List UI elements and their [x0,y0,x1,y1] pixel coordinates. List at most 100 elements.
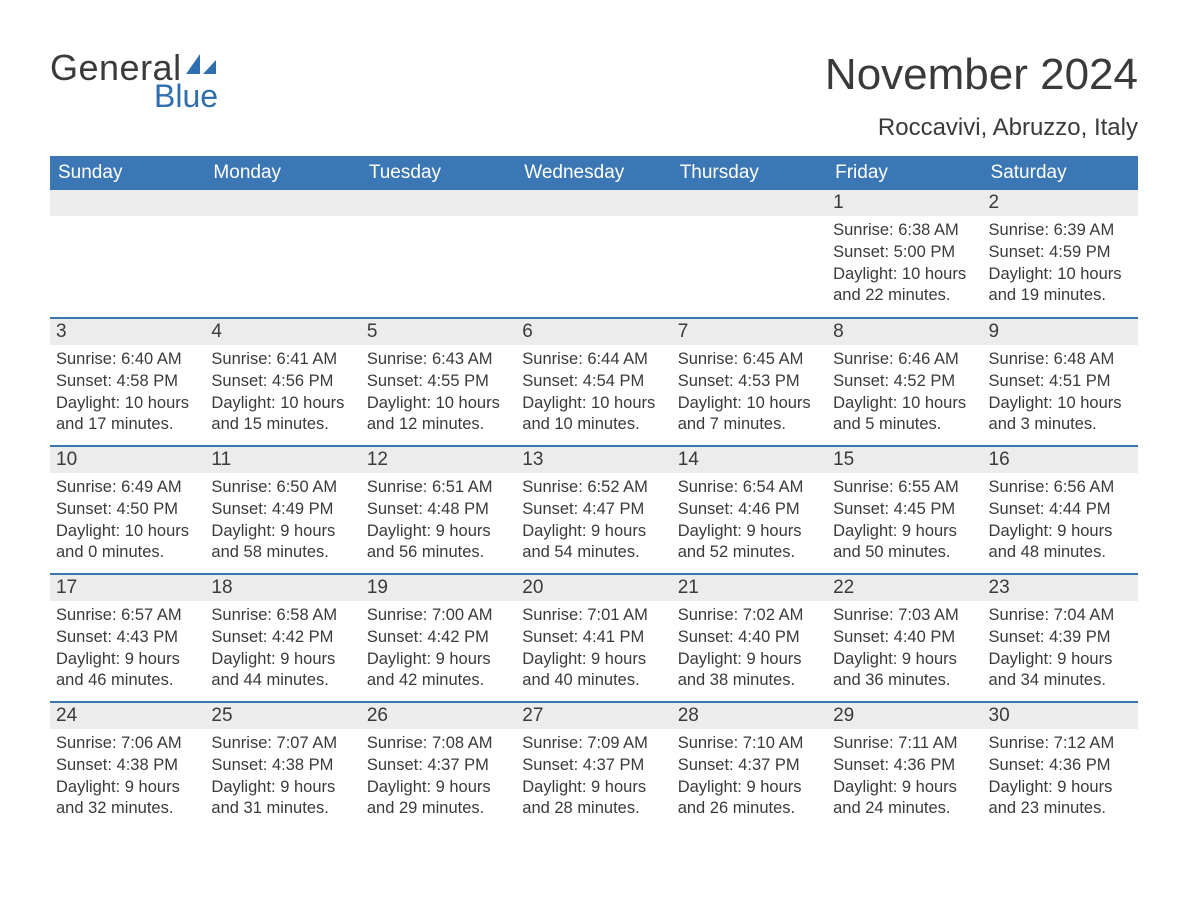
calendar-day-cell: 1Sunrise: 6:38 AMSunset: 5:00 PMDaylight… [827,190,982,318]
daylight-line1: Daylight: 9 hours [367,777,510,799]
sunset-text: Sunset: 4:37 PM [367,755,510,777]
calendar-day-cell: 10Sunrise: 6:49 AMSunset: 4:50 PMDayligh… [50,446,205,574]
day-details: Sunrise: 7:08 AMSunset: 4:37 PMDaylight:… [361,729,516,826]
sunrise-text: Sunrise: 7:06 AM [56,733,199,755]
calendar-week-row: 3Sunrise: 6:40 AMSunset: 4:58 PMDaylight… [50,318,1138,446]
day-number: 4 [205,319,360,345]
day-details: Sunrise: 6:56 AMSunset: 4:44 PMDaylight:… [983,473,1138,570]
day-details: Sunrise: 6:40 AMSunset: 4:58 PMDaylight:… [50,345,205,442]
sunset-text: Sunset: 4:49 PM [211,499,354,521]
day-details: Sunrise: 7:06 AMSunset: 4:38 PMDaylight:… [50,729,205,826]
day-number: 11 [205,447,360,473]
day-details: Sunrise: 6:54 AMSunset: 4:46 PMDaylight:… [672,473,827,570]
calendar-day-cell [361,190,516,318]
sunrise-text: Sunrise: 7:08 AM [367,733,510,755]
sunrise-text: Sunrise: 6:39 AM [989,220,1132,242]
daylight-line1: Daylight: 9 hours [367,521,510,543]
day-number: 1 [827,190,982,216]
day-number: 6 [516,319,671,345]
day-number: 9 [983,319,1138,345]
daylight-line1: Daylight: 10 hours [678,393,821,415]
daylight-line1: Daylight: 9 hours [56,777,199,799]
sunset-text: Sunset: 4:37 PM [678,755,821,777]
calendar-day-cell: 14Sunrise: 6:54 AMSunset: 4:46 PMDayligh… [672,446,827,574]
calendar-day-cell: 6Sunrise: 6:44 AMSunset: 4:54 PMDaylight… [516,318,671,446]
daylight-line2: and 36 minutes. [833,670,976,692]
daylight-line1: Daylight: 9 hours [989,777,1132,799]
day-details: Sunrise: 6:43 AMSunset: 4:55 PMDaylight:… [361,345,516,442]
day-number: 8 [827,319,982,345]
calendar-week-row: 17Sunrise: 6:57 AMSunset: 4:43 PMDayligh… [50,574,1138,702]
title-block: November 2024 Roccavivi, Abruzzo, Italy [825,50,1138,142]
calendar-day-cell [672,190,827,318]
day-details: Sunrise: 7:09 AMSunset: 4:37 PMDaylight:… [516,729,671,826]
daylight-line2: and 22 minutes. [833,285,976,307]
daylight-line2: and 28 minutes. [522,798,665,820]
sunset-text: Sunset: 4:58 PM [56,371,199,393]
day-number: 16 [983,447,1138,473]
day-details: Sunrise: 6:51 AMSunset: 4:48 PMDaylight:… [361,473,516,570]
sunset-text: Sunset: 4:45 PM [833,499,976,521]
daylight-line2: and 34 minutes. [989,670,1132,692]
daylight-line2: and 32 minutes. [56,798,199,820]
day-number: 22 [827,575,982,601]
sunset-text: Sunset: 4:42 PM [367,627,510,649]
day-details: Sunrise: 6:44 AMSunset: 4:54 PMDaylight:… [516,345,671,442]
sunrise-text: Sunrise: 7:02 AM [678,605,821,627]
day-number: 13 [516,447,671,473]
calendar-day-cell: 21Sunrise: 7:02 AMSunset: 4:40 PMDayligh… [672,574,827,702]
header: General Blue November 2024 Roccavivi, Ab… [50,50,1138,142]
day-number: 12 [361,447,516,473]
sunset-text: Sunset: 4:54 PM [522,371,665,393]
sunrise-text: Sunrise: 6:58 AM [211,605,354,627]
calendar-day-cell: 18Sunrise: 6:58 AMSunset: 4:42 PMDayligh… [205,574,360,702]
weekday-header: Wednesday [516,156,671,190]
calendar-day-cell: 27Sunrise: 7:09 AMSunset: 4:37 PMDayligh… [516,702,671,830]
daylight-line1: Daylight: 9 hours [56,649,199,671]
daylight-line1: Daylight: 10 hours [833,393,976,415]
calendar-day-cell [516,190,671,318]
daylight-line2: and 58 minutes. [211,542,354,564]
daylight-line1: Daylight: 9 hours [211,521,354,543]
daylight-line2: and 3 minutes. [989,414,1132,436]
day-details: Sunrise: 6:55 AMSunset: 4:45 PMDaylight:… [827,473,982,570]
daylight-line1: Daylight: 10 hours [833,264,976,286]
daylight-line1: Daylight: 9 hours [989,521,1132,543]
calendar-day-cell: 25Sunrise: 7:07 AMSunset: 4:38 PMDayligh… [205,702,360,830]
daylight-line2: and 56 minutes. [367,542,510,564]
calendar-day-cell: 3Sunrise: 6:40 AMSunset: 4:58 PMDaylight… [50,318,205,446]
day-details: Sunrise: 7:03 AMSunset: 4:40 PMDaylight:… [827,601,982,698]
calendar-day-cell: 7Sunrise: 6:45 AMSunset: 4:53 PMDaylight… [672,318,827,446]
calendar-week-row: 1Sunrise: 6:38 AMSunset: 5:00 PMDaylight… [50,190,1138,318]
weekday-header: Thursday [672,156,827,190]
daylight-line1: Daylight: 9 hours [833,777,976,799]
day-details: Sunrise: 6:49 AMSunset: 4:50 PMDaylight:… [50,473,205,570]
day-details: Sunrise: 6:50 AMSunset: 4:49 PMDaylight:… [205,473,360,570]
daylight-line1: Daylight: 9 hours [833,521,976,543]
sunrise-text: Sunrise: 7:01 AM [522,605,665,627]
daylight-line2: and 42 minutes. [367,670,510,692]
day-number: 26 [361,703,516,729]
sunrise-text: Sunrise: 6:55 AM [833,477,976,499]
daylight-line2: and 5 minutes. [833,414,976,436]
daylight-line1: Daylight: 9 hours [678,649,821,671]
daylight-line2: and 26 minutes. [678,798,821,820]
calendar-day-cell: 5Sunrise: 6:43 AMSunset: 4:55 PMDaylight… [361,318,516,446]
day-number: 19 [361,575,516,601]
day-details: Sunrise: 6:45 AMSunset: 4:53 PMDaylight:… [672,345,827,442]
day-number: 17 [50,575,205,601]
day-number [672,190,827,216]
daylight-line2: and 7 minutes. [678,414,821,436]
calendar-day-cell: 26Sunrise: 7:08 AMSunset: 4:37 PMDayligh… [361,702,516,830]
sunset-text: Sunset: 4:59 PM [989,242,1132,264]
daylight-line1: Daylight: 10 hours [211,393,354,415]
sunrise-text: Sunrise: 6:44 AM [522,349,665,371]
sunset-text: Sunset: 4:48 PM [367,499,510,521]
sunset-text: Sunset: 4:56 PM [211,371,354,393]
daylight-line2: and 54 minutes. [522,542,665,564]
day-details: Sunrise: 7:12 AMSunset: 4:36 PMDaylight:… [983,729,1138,826]
daylight-line2: and 48 minutes. [989,542,1132,564]
calendar-day-cell: 19Sunrise: 7:00 AMSunset: 4:42 PMDayligh… [361,574,516,702]
day-number: 3 [50,319,205,345]
calendar-day-cell: 12Sunrise: 6:51 AMSunset: 4:48 PMDayligh… [361,446,516,574]
